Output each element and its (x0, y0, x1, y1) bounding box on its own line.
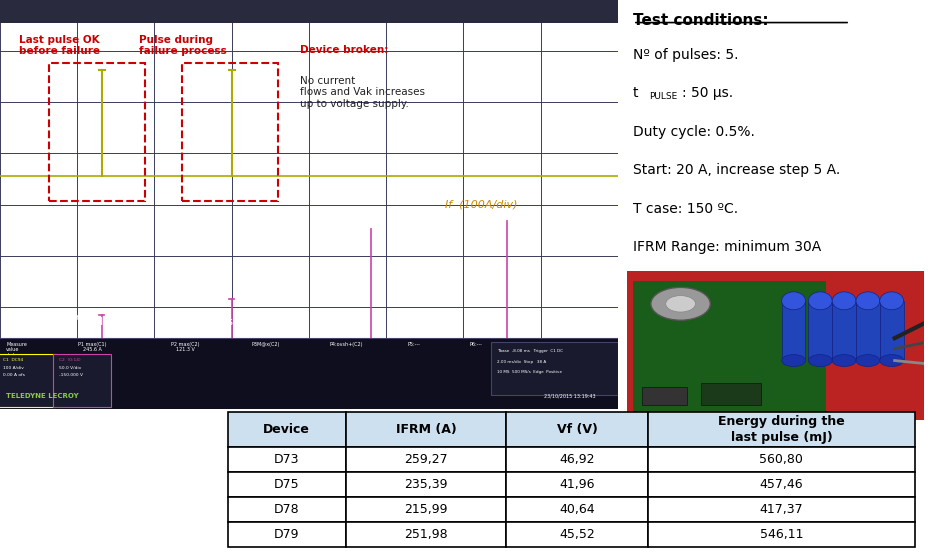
Text: P4:ovsh+(C2): P4:ovsh+(C2) (329, 342, 362, 347)
FancyBboxPatch shape (345, 497, 506, 523)
Bar (632, 281, 825, 413)
Text: 23/10/2015 13:19:43: 23/10/2015 13:19:43 (543, 394, 595, 399)
FancyBboxPatch shape (227, 412, 345, 447)
Text: C1  DC94: C1 DC94 (3, 358, 23, 362)
FancyBboxPatch shape (0, 0, 617, 23)
Text: Device: Device (263, 423, 310, 436)
FancyBboxPatch shape (227, 472, 345, 497)
Text: Start: 20 A, increase step 5 A.: Start: 20 A, increase step 5 A. (632, 163, 839, 178)
Text: 41,96: 41,96 (559, 478, 594, 491)
Text: T case: 150 ºC.: T case: 150 ºC. (632, 202, 738, 216)
FancyBboxPatch shape (506, 447, 647, 472)
Text: Cursors: Cursors (268, 10, 292, 15)
Ellipse shape (780, 354, 805, 367)
Text: nd: nd (198, 315, 206, 321)
Text: IFRM (A): IFRM (A) (395, 423, 456, 436)
Text: 417,37: 417,37 (759, 503, 803, 517)
Text: 560,80: 560,80 (758, 453, 803, 466)
FancyBboxPatch shape (53, 354, 111, 407)
Text: Support: Support (531, 10, 556, 15)
Ellipse shape (665, 296, 695, 312)
Text: 50.0 V/div: 50.0 V/div (58, 366, 81, 371)
Text: Test conditions:: Test conditions: (632, 13, 767, 28)
Text: P8:---: P8:--- (580, 342, 593, 347)
FancyBboxPatch shape (647, 472, 914, 497)
Text: 10 MS  500 MS/s  Edge  Positive: 10 MS 500 MS/s Edge Positive (496, 371, 561, 374)
FancyBboxPatch shape (0, 354, 56, 407)
Text: Duty cycle: 0.5%.: Duty cycle: 0.5%. (632, 125, 754, 139)
Text: 457,46: 457,46 (759, 478, 803, 491)
Text: D75: D75 (274, 478, 300, 491)
Text: Math: Math (373, 10, 389, 15)
FancyBboxPatch shape (345, 523, 506, 547)
FancyBboxPatch shape (647, 412, 914, 447)
FancyBboxPatch shape (647, 523, 914, 547)
Bar (780, 301, 805, 361)
Text: Analysis: Analysis (426, 10, 452, 15)
Text: 546,11: 546,11 (759, 529, 803, 541)
Bar (879, 301, 903, 361)
Ellipse shape (807, 292, 831, 310)
Text: Pulse during
failure process: Pulse during failure process (139, 35, 226, 56)
Text: 45,52: 45,52 (559, 529, 594, 541)
FancyBboxPatch shape (506, 523, 647, 547)
Text: Last pulse OK
before failure: Last pulse OK before failure (19, 35, 99, 56)
Text: 215,99: 215,99 (404, 503, 447, 517)
Ellipse shape (855, 292, 879, 310)
Text: P1 max(C1)
245.6 A: P1 max(C1) 245.6 A (78, 342, 107, 352)
FancyBboxPatch shape (227, 497, 345, 523)
Text: -150.000 V: -150.000 V (58, 373, 83, 377)
Text: 46,92: 46,92 (559, 453, 594, 466)
Text: Display: Display (216, 10, 239, 15)
FancyBboxPatch shape (345, 412, 506, 447)
Text: Pulse: Pulse (84, 317, 116, 327)
Text: 2: 2 (188, 317, 196, 327)
Text: 251,98: 251,98 (404, 529, 447, 541)
Text: st: st (74, 315, 81, 321)
Text: Trigger: Trigger (163, 10, 186, 15)
Text: P3M@x(C2): P3M@x(C2) (251, 342, 279, 347)
Text: P6:---: P6:--- (469, 342, 482, 347)
FancyBboxPatch shape (227, 523, 345, 547)
Ellipse shape (651, 288, 710, 320)
Text: P5:---: P5:--- (407, 342, 419, 347)
FancyBboxPatch shape (506, 412, 647, 447)
Text: t: t (632, 86, 638, 100)
Ellipse shape (831, 292, 855, 310)
Text: Utilities: Utilities (478, 10, 502, 15)
Text: D78: D78 (274, 503, 300, 517)
Bar (831, 301, 855, 361)
Bar (701, 383, 760, 405)
Text: Vak (50V/div): Vak (50V/div) (463, 375, 537, 385)
FancyBboxPatch shape (506, 472, 647, 497)
Text: 40,64: 40,64 (559, 503, 594, 517)
FancyBboxPatch shape (0, 337, 617, 409)
Text: PULSE: PULSE (649, 92, 677, 101)
Text: Measure: Measure (321, 10, 348, 15)
FancyBboxPatch shape (227, 447, 345, 472)
Text: File: File (6, 10, 17, 15)
Text: D79: D79 (274, 529, 299, 541)
Ellipse shape (831, 354, 855, 367)
Text: C2  (0:14): C2 (0:14) (58, 358, 80, 362)
Text: P2 max(C2)
121.3 V: P2 max(C2) 121.3 V (171, 342, 200, 352)
Text: 259,27: 259,27 (404, 453, 447, 466)
Text: Nº of pulses: 5.: Nº of pulses: 5. (632, 48, 738, 62)
Bar (641, 388, 686, 405)
Text: : 50 μs.: : 50 μs. (681, 86, 732, 100)
Ellipse shape (855, 354, 879, 367)
Text: Pulse: Pulse (207, 317, 239, 327)
Text: Timebase: Timebase (111, 10, 141, 15)
Text: Vf (V): Vf (V) (556, 423, 597, 436)
Text: 100 A/div: 100 A/div (3, 366, 24, 371)
FancyBboxPatch shape (345, 472, 506, 497)
Text: If  (100A/div): If (100A/div) (445, 200, 517, 210)
FancyBboxPatch shape (647, 447, 914, 472)
Text: Vertical: Vertical (58, 10, 83, 15)
Text: 1: 1 (65, 317, 72, 327)
Text: 0.00 A ofs: 0.00 A ofs (3, 373, 25, 377)
Text: Energy during the
last pulse (mJ): Energy during the last pulse (mJ) (717, 415, 844, 444)
Text: Measure
value
status: Measure value status (6, 342, 27, 358)
Bar (855, 301, 879, 361)
Text: No current
flows and Vak increases
up to voltage supply.: No current flows and Vak increases up to… (300, 76, 424, 109)
